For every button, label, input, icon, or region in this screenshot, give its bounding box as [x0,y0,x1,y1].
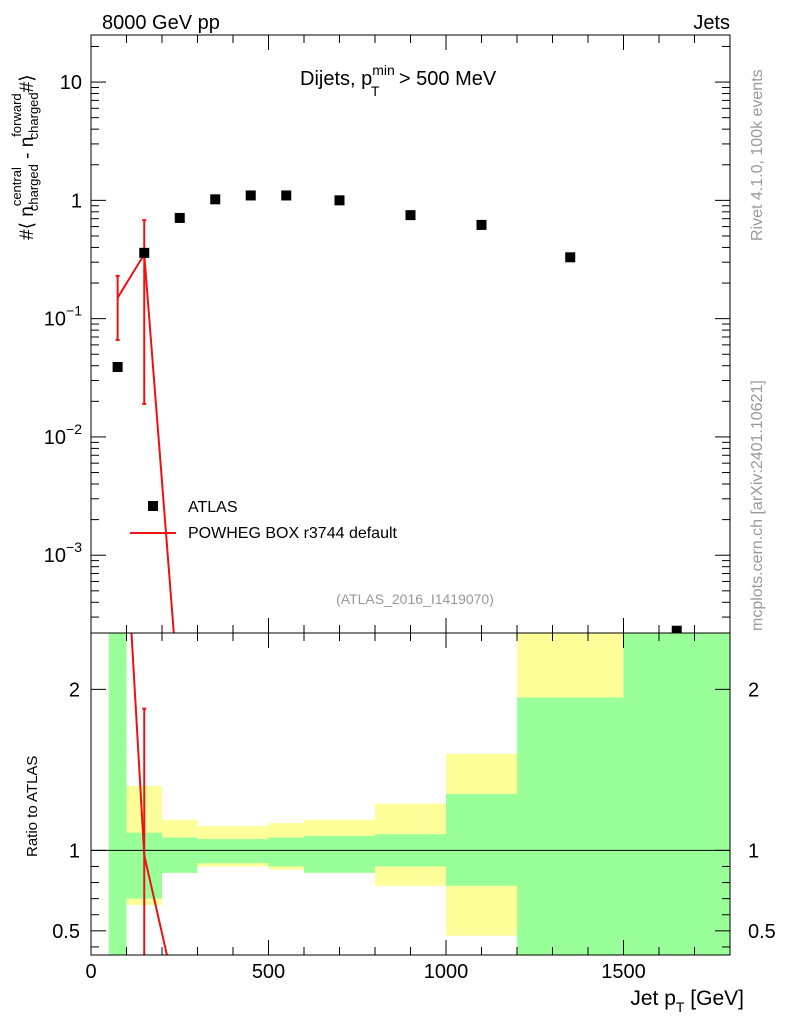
data-point [174,212,185,223]
ratio-tick-label-right: 0.5 [748,921,776,943]
main-y-axis-label: #⟨ ncentral charged - nforward charged#⟩ [9,74,41,240]
data-point [565,252,576,263]
mcplots-label: mcplots.cern.ch [arXiv:2401.10621] [749,380,766,631]
ylabel-suffix: #⟩ [17,74,38,92]
xlabel-tail: [GeV] [684,987,744,1010]
y-tick-label-base: 10 [44,427,66,449]
ratio-band-inner [446,794,517,886]
ratio-y-axis-label: Ratio to ATLAS [24,756,41,857]
ratio-y-ticks: 0.5 0.5 1 1 2 2 [52,679,776,948]
y-tick-label: 1 [71,190,82,212]
ratio-band-inner [197,839,233,864]
x-tick-label: 500 [252,961,285,983]
y-tick-label: 10 [60,72,82,94]
ylabel-sub1: charged [26,164,41,211]
ratio-tick-label-right: 1 [748,840,759,862]
data-point [334,195,345,206]
x-ticks: 0 500 1000 1500 [85,35,731,983]
data-point [245,190,256,201]
y-tick-label-exponent: −3 [66,539,82,555]
chart-title-sup: min [372,62,395,78]
data-point [405,210,416,221]
y-tick-label-base: 1 [71,190,82,212]
ratio-tick-label-left: 2 [69,679,80,701]
x-tick-label: 0 [85,961,96,983]
xlabel-main: Jet p [630,987,676,1010]
main-plot-frame [90,34,731,634]
y-tick-label-base: 10 [60,72,82,94]
chart-title-sub: T [371,83,380,99]
legend-data-label: ATLAS [188,499,238,516]
y-tick-label: 10−2 [44,421,82,449]
energy-label: 8000 GeV pp [102,12,220,34]
ratio-band-inner [233,839,269,864]
ylabel-sub2: charged [26,92,41,139]
y-tick-label-base: 10 [44,545,66,567]
ylabel-prefix: #⟨ n [17,206,38,240]
chart-title-main: Dijets, p [300,68,372,90]
ylabel-mid: - n [17,137,38,164]
ratio-band-inner [268,837,304,867]
x-axis-label: Jet pT [GeV] [630,987,744,1015]
ratio-mc-line [130,633,168,955]
ratio-band-inner [304,835,375,873]
x-tick-label: 1500 [601,961,646,983]
data-point [671,625,682,633]
data-point [210,194,221,205]
ratio-band-inner [162,837,198,873]
analysis-id: (ATLAS_2016_I1419070) [336,591,494,607]
y-tick-label-exponent: −1 [66,303,82,319]
chart-title: Dijets, pmin T > 500 MeV [300,62,497,99]
main-data-series [112,190,682,633]
ratio-band-inner [108,633,127,955]
ylabel-sup1: central [9,167,24,206]
data-point [139,247,150,258]
data-point [476,219,487,230]
ratio-band-inner [623,633,730,955]
y-tick-label-base: 10 [44,309,66,331]
x-tick-label: 1000 [424,961,469,983]
ylabel-sup2: forward [9,93,24,136]
ratio-tick-label-left: 0.5 [52,921,80,943]
ratio-band-inner [517,697,624,955]
y-tick-label: 10−3 [44,539,82,567]
y-tick-label-exponent: −2 [66,421,82,437]
ratio-tick-label-left: 1 [69,840,80,862]
legend-data-marker [148,501,158,511]
legend: ATLAS POWHEG BOX r3744 default [130,499,398,542]
ratio-tick-label-right: 2 [748,679,759,701]
jets-label: Jets [693,12,730,34]
legend-mc-label: POWHEG BOX r3744 default [188,525,398,542]
rivet-version-label: Rivet 4.1.0, 100k events [749,69,766,241]
data-point [281,190,292,201]
data-point [112,362,123,373]
xlabel-sub: T [676,999,685,1015]
ratio-mc-series [130,633,168,955]
chart-title-tail: > 500 MeV [393,68,497,90]
y-tick-label: 10−1 [44,303,82,331]
